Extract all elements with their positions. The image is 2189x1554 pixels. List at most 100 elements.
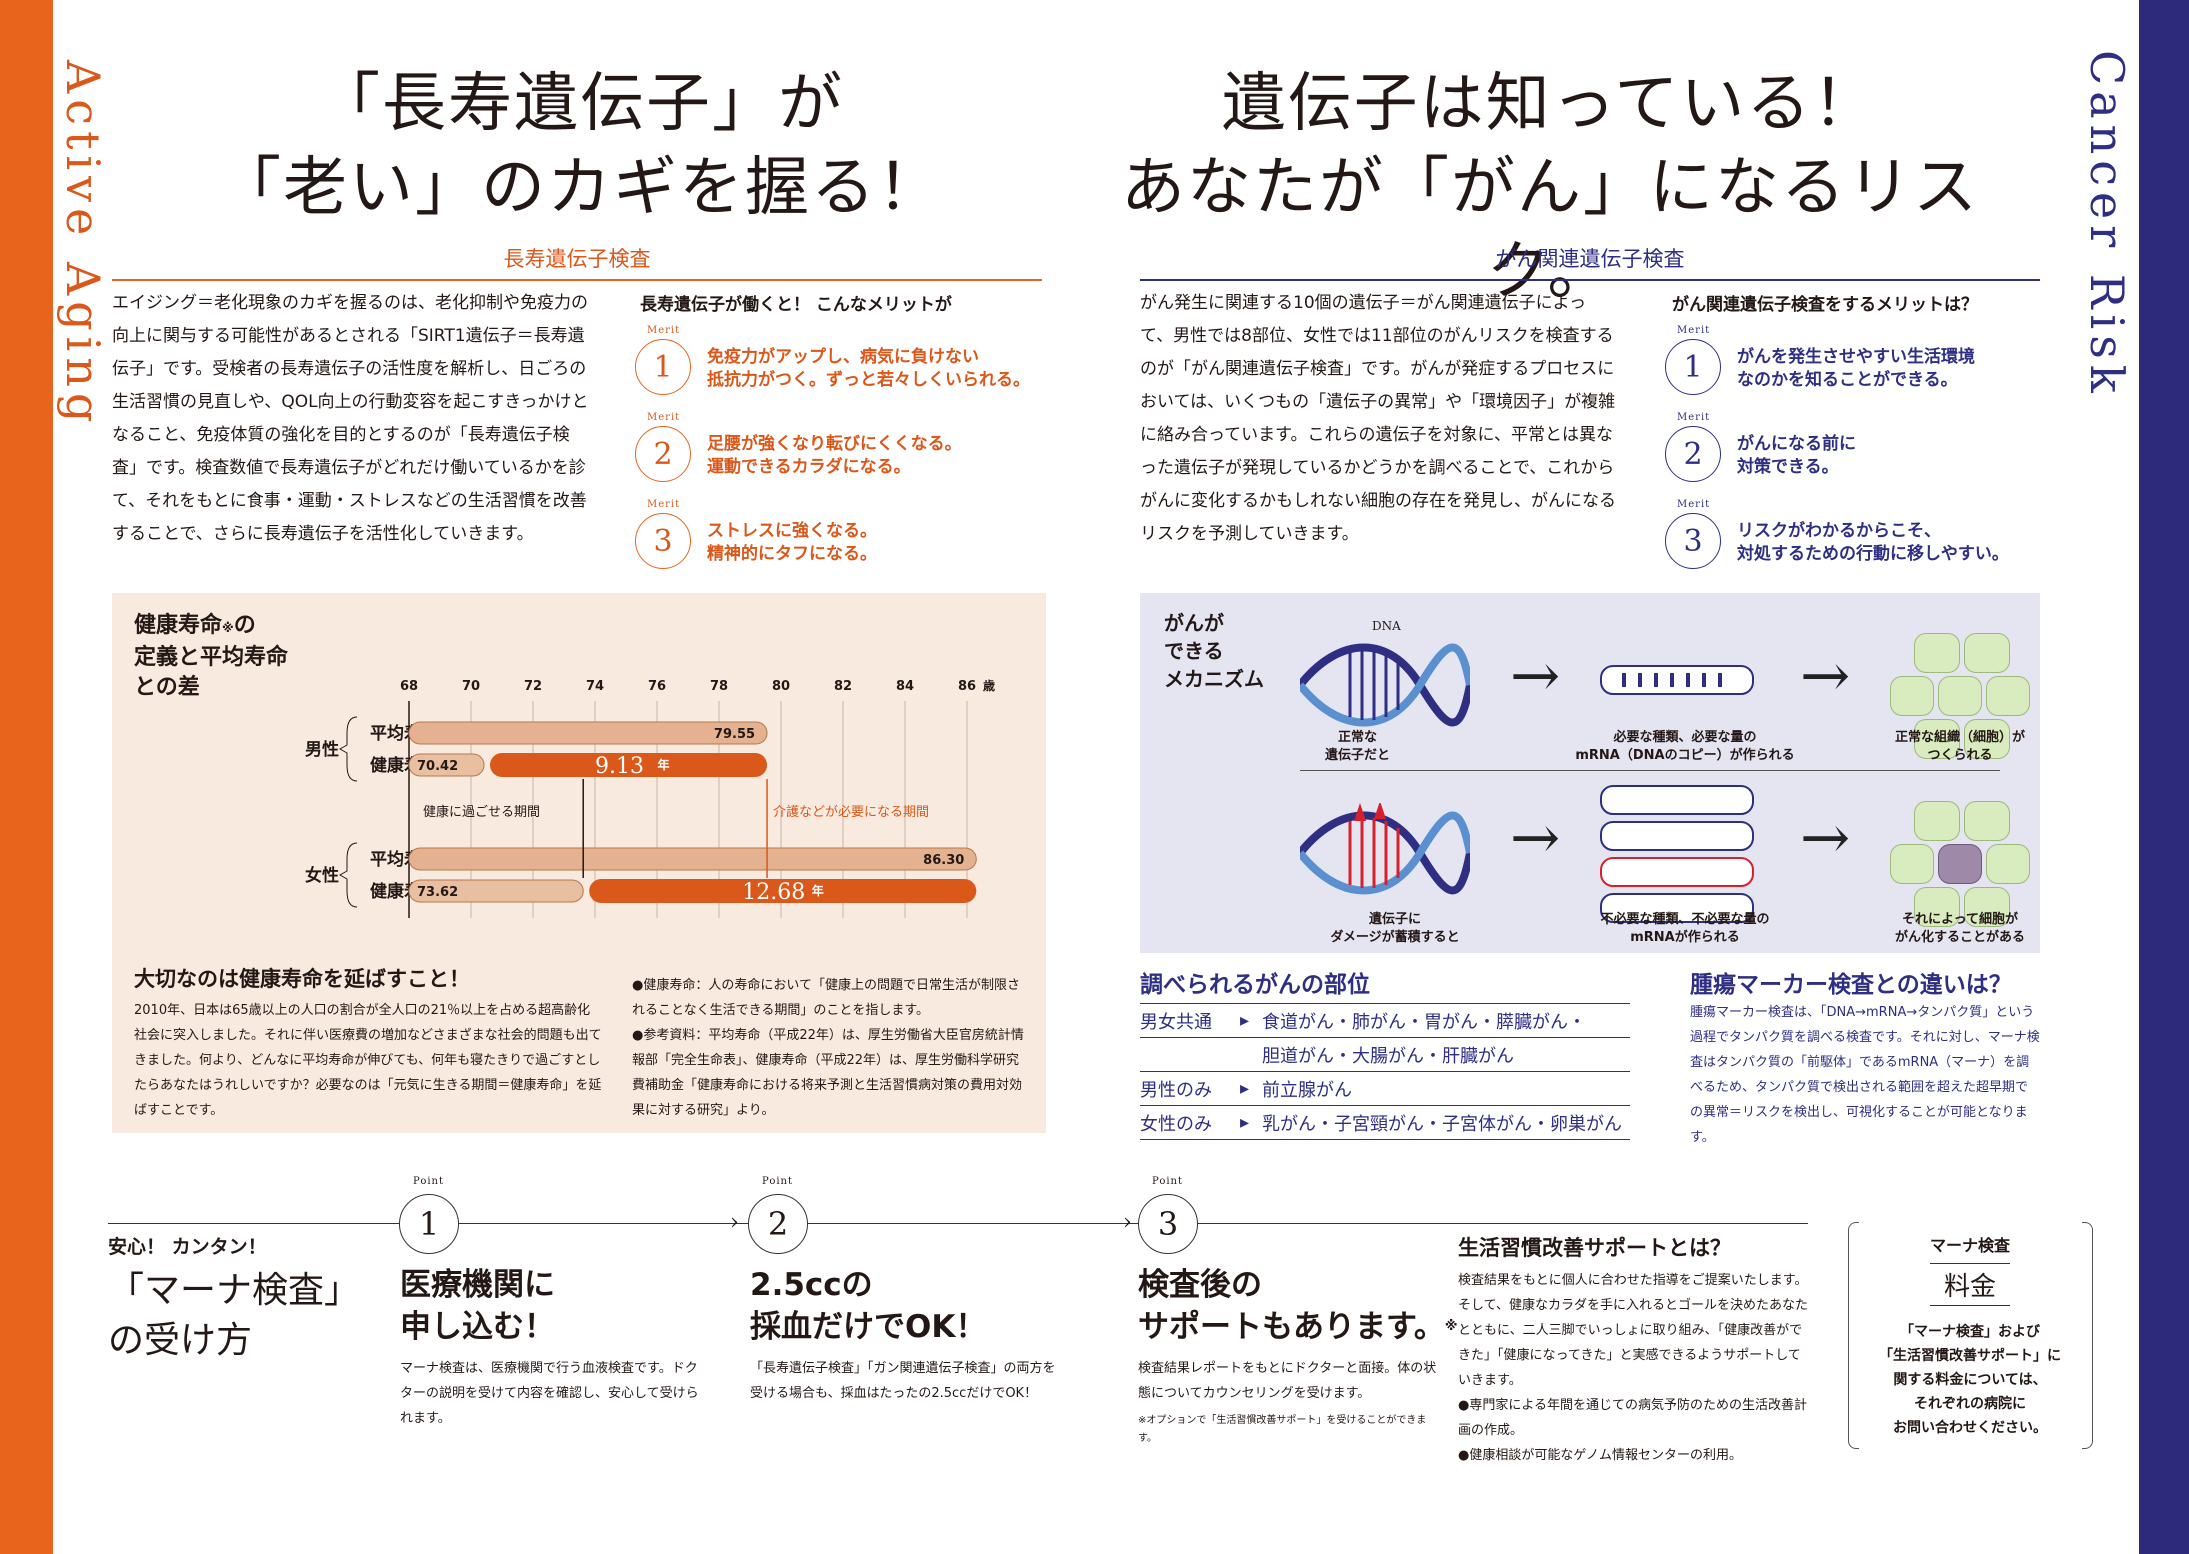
step-head-line1: 検査後の — [1138, 1267, 1262, 1303]
merit-line1: リスクがわかるからこそ、 — [1737, 521, 1941, 541]
gap-value: 12.68 — [742, 880, 805, 905]
box-note1: ●健康寿命：人の寿命において「健康上の問題で日常生活が制限されることなく生活でき… — [632, 978, 1020, 1018]
left-title-line1: 「長寿遺伝子」が — [316, 67, 844, 141]
life-expectancy-box: 健康寿命※の 定義と平均寿命 との差 68 70 72 74 76 78 80 82 84 86 歳… — [112, 593, 1046, 1133]
right-title-line2: あなたが「がん」になるリスク。 — [1121, 151, 1979, 309]
caption-line: 遺伝子に — [1368, 912, 1421, 927]
howto-title-line1: 「マーナ検査」 — [108, 1270, 361, 1311]
sites-row-items: 食道がん・肺がん・胃がん・膵臓がん・ — [1262, 1011, 1586, 1033]
chart-title-line3: との差 — [134, 675, 200, 700]
merit-line1: がんになる前に — [1737, 434, 1856, 454]
tumor-text: 腫瘍マーカー検査は、「DNA→mRNA→タンパク質」という過程でタンパク質を調べ… — [1690, 1005, 2040, 1145]
left-merit-list: Merit 1 免疫力がアップし、病気に負けない 抵抗力がつく。ずっと若々しくいら… — [635, 325, 1055, 586]
normal-dna-icon — [1300, 643, 1470, 727]
cancer-cells-icon — [1890, 801, 2030, 927]
x-unit-label: 歳 — [983, 678, 995, 693]
left-title: 「長寿遺伝子」が 「老い」のカギを握る！ — [150, 62, 1010, 230]
merit-label: Merit — [1677, 499, 1711, 510]
merit-text: リスクがわかるからこそ、対処するための行動に移しやすい。 — [1737, 520, 2009, 566]
sites-row-label: 男性のみ — [1140, 1079, 1212, 1101]
chevron-right-icon: › — [730, 1210, 739, 1235]
right-sidebar-band — [2139, 0, 2189, 1554]
support-bullet1: ●専門家による年間を通じての病気予防のための生活改善計画の作成。 — [1458, 1398, 1807, 1438]
mrna-normal-icon — [1600, 665, 1754, 695]
arrow-icon: → — [1510, 803, 1561, 873]
x-tick-label: 82 — [834, 679, 852, 694]
x-tick-label: 76 — [648, 679, 666, 694]
price-kicker: マーナ検査 — [1929, 1236, 2010, 1255]
sites-row-label: 女性のみ — [1140, 1113, 1212, 1135]
normal-mrna-caption: 必要な種類、必要な量の mRNA（DNAのコピー）が作られる — [1565, 729, 1805, 765]
bad-mrna-caption: 不必要な種類、不必要な量の mRNAが作られる — [1565, 911, 1805, 947]
merit-label: Merit — [1677, 325, 1711, 336]
price-bracket-right — [2082, 1222, 2093, 1449]
step-number: 1 — [399, 1194, 459, 1254]
box-note2: ●参考資料：平均寿命（平成22年）は、厚生労働省大臣官房統計情報部「完全生命表」… — [632, 1028, 1024, 1118]
merit-text: がんになる前に 対策できる。 — [1737, 433, 1856, 479]
support-text-block: 検査結果をもとに個人に合わせた指導をご提案いたします。そして、健康なカラダを手に… — [1458, 1268, 1813, 1468]
x-tick-label: 84 — [896, 679, 914, 694]
right-title-line1: 遺伝子は知っている！ — [1221, 67, 1879, 141]
left-merit-2: Merit 2 足腰が強くなり転びにくくなる。 運動できるカラダになる。 — [635, 412, 1055, 499]
merit-line1: 免疫力がアップし、病気に負けない — [707, 347, 979, 367]
sites-head: 調べられるがんの部位 — [1140, 972, 1370, 998]
active-aging-label: Active Aging — [56, 60, 110, 429]
merit-line2: 精神的にタフになる。 — [707, 544, 877, 564]
group-brace — [338, 842, 358, 908]
group-label: 女性 — [305, 865, 339, 886]
merit-label: Merit — [1677, 412, 1711, 423]
merit-line1: ストレスに強くなる。 — [707, 521, 877, 541]
chart-title: 健康寿命※の 定義と平均寿命 との差 — [134, 611, 288, 703]
left-merit-1: Merit 1 免疫力がアップし、病気に負けない 抵抗力がつく。ずっと若々しくいら… — [635, 325, 1055, 412]
life-expectancy-chart: 68 70 72 74 76 78 80 82 84 86 歳男性平均寿命健康寿命79.5570.4… — [305, 678, 995, 918]
step-number: 2 — [748, 1194, 808, 1254]
step-head-line2: 申し込む！ — [400, 1309, 555, 1345]
merit-line2: 対処するための行動に移しやすい。 — [1737, 544, 2009, 564]
mechanism-divider — [1300, 770, 2000, 771]
step2-text: 「長寿遺伝子検査」「ガン関連遺伝子検査」の両方を受ける場合も、採血はたったの2.… — [750, 1361, 1056, 1401]
right-body-text: がん発生に関連する10個の遺伝子＝がん関連遺伝子によって、男性では8部位、女性で… — [1140, 293, 1616, 544]
step3-head: 検査後の サポートもあります。※ — [1138, 1264, 1458, 1348]
group-brace — [338, 716, 358, 782]
point-label: Point — [762, 1176, 794, 1187]
caption-line: それによって細胞が — [1902, 912, 2018, 927]
avg-bar — [408, 847, 977, 871]
mechanism-title-line3: メカニズム — [1164, 667, 1264, 691]
sites-row-items: 胆道がん・大腸がん・肝臓がん — [1262, 1045, 1514, 1067]
merit-line2: なのかを知ることができる。 — [1737, 370, 1958, 390]
mrna-abnormal-icon — [1600, 785, 1754, 923]
chart-title-line1b: の — [233, 613, 256, 638]
caption-line: ダメージが蓄積すると — [1330, 930, 1460, 945]
support-bullet2: ●健康相談が可能なゲノム情報センターの利用。 — [1458, 1448, 1742, 1463]
merit-number: 3 — [635, 513, 691, 569]
damaged-gene-caption: 遺伝子にダメージが蓄積すると — [1325, 911, 1465, 947]
chevron-right-icon: › — [1123, 1210, 1132, 1235]
sites-row: 女性のみ ▸ 乳がん・子宮頸がん・子宮体がん・卵巣がん — [1140, 1105, 1630, 1140]
merit-line1: がんを発生させやすい生活環境 — [1737, 347, 1975, 367]
merit-label: Merit — [647, 499, 681, 510]
left-title-line2: 「老い」のカギを握る！ — [217, 151, 943, 225]
caption-line: 正常な — [1338, 730, 1378, 745]
annotation-right: 介護などが必要になる期間 — [773, 804, 929, 820]
mechanism-title-line1: がんが — [1164, 611, 1224, 635]
mechanism-title: がんが できる メカニズム — [1164, 609, 1264, 693]
support-text: 検査結果をもとに個人に合わせた指導をご提案いたします。そして、健康なカラダを手に… — [1458, 1273, 1808, 1388]
x-tick-label: 70 — [462, 679, 480, 694]
damaged-dna-icon — [1300, 803, 1470, 895]
step-head-mark: ※ — [1444, 1319, 1458, 1334]
gap-value: 9.13 — [595, 754, 644, 779]
steps-line — [108, 1223, 1808, 1224]
merit-label: Merit — [647, 325, 681, 336]
price-line: 「マーナ検査」および — [1900, 1324, 2040, 1340]
right-merit-2: Merit 2 がんになる前に 対策できる。 — [1665, 412, 2065, 499]
healthy-bar — [408, 753, 485, 777]
sites-row: 男女共通 ▸ 食道がん・肺がん・胃がん・膵臓がん・ — [1140, 1004, 1630, 1037]
sites-row-label: 男女共通 — [1140, 1011, 1212, 1033]
support-head: 生活習慣改善サポートとは？ — [1458, 1236, 1731, 1260]
gap-unit: 年 — [812, 883, 824, 898]
right-merit-1: Merit 1 がんを発生させやすい生活環境 なのかを知ることができる。 — [1665, 325, 2065, 412]
merit-text: 足腰が強くなり転びにくくなる。 運動できるカラダになる。 — [707, 433, 962, 479]
avg-value: 86.30 — [923, 853, 964, 868]
step3-note: ※オプションで「生活習慣改善サポート」を受けることができます。 — [1138, 1415, 1427, 1444]
sites-row-items: 前立腺がん — [1262, 1079, 1352, 1101]
